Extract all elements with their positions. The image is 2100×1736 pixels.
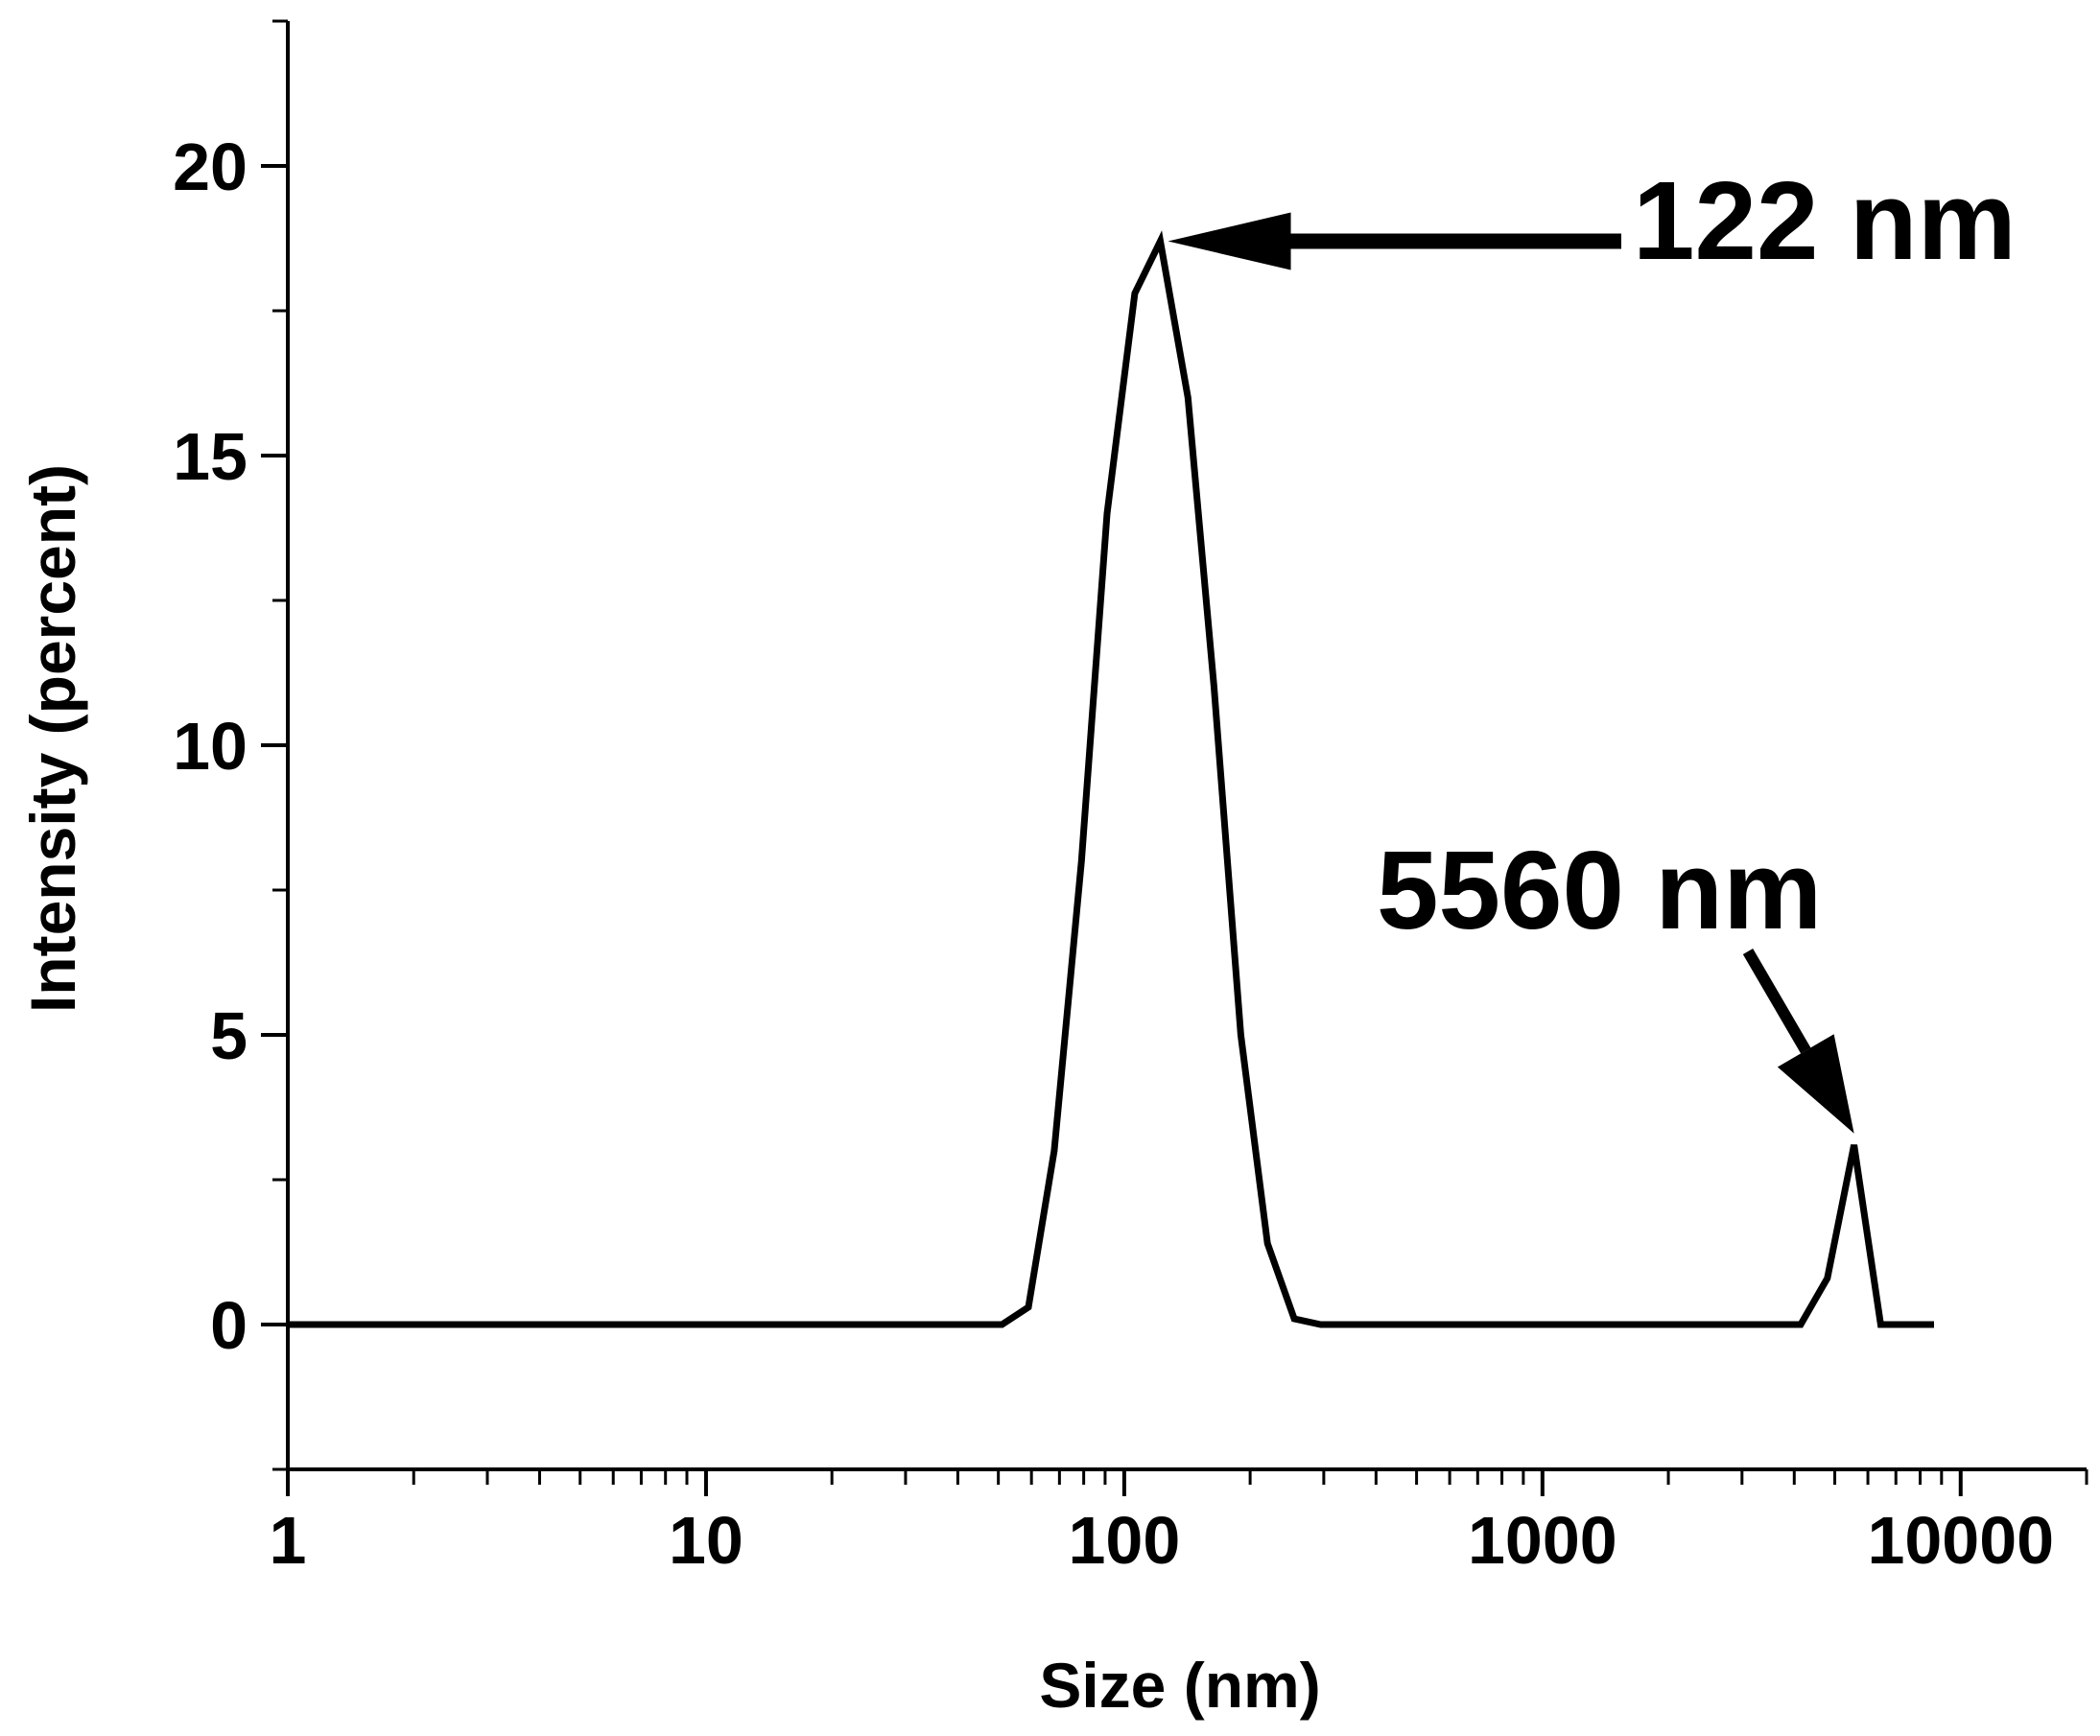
y-tick-label: 10 (173, 709, 248, 784)
y-tick-label: 5 (210, 998, 248, 1073)
series-line (288, 230, 1934, 1328)
y-axis-title: Intensity (percent) (17, 464, 88, 1013)
axis-tick-labels: 1 10 100 1000 10000 0 5 10 15 20 (173, 129, 2054, 1578)
x-axis-title: Size (nm) (1039, 1650, 1320, 1721)
arrow-shaft-5560 (1742, 948, 1811, 1054)
x-tick-label: 1 (270, 1503, 307, 1578)
x-tick-label: 100 (1068, 1503, 1180, 1578)
y-tick-label: 0 (210, 1288, 248, 1363)
x-tick-label: 1000 (1468, 1503, 1617, 1578)
x-tick-label: 10000 (1867, 1503, 2054, 1578)
y-tick-label: 15 (173, 419, 248, 494)
annotation-label-5560: 5560 nm (1377, 828, 1822, 952)
data-series (288, 230, 1934, 1328)
y-tick-label: 20 (173, 129, 248, 204)
arrowhead-122 (1168, 212, 1291, 270)
annotation-label-122: 122 nm (1633, 158, 2017, 283)
axis-ticks (261, 19, 2088, 1496)
peak-annotations: 122 nm 5560 nm (1168, 158, 2017, 1134)
arrowhead-5560 (1777, 1034, 1854, 1134)
x-tick-label: 10 (669, 1503, 743, 1578)
